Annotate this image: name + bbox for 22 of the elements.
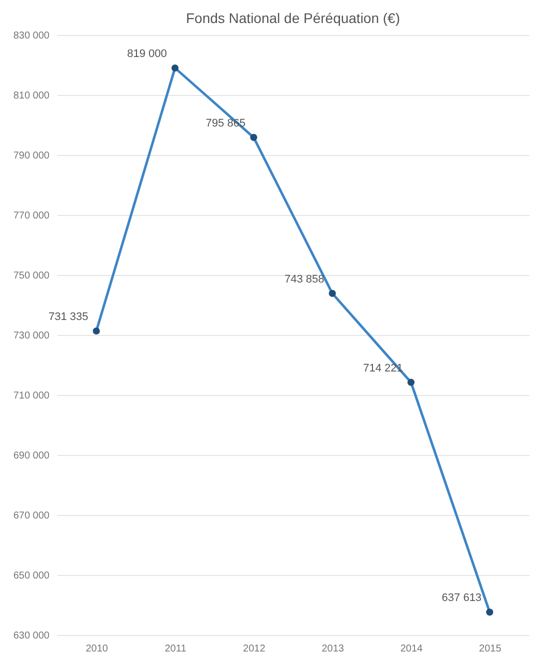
x-tick-label: 2010: [86, 644, 108, 654]
y-tick-label: 630 000: [13, 630, 50, 642]
y-tick-label: 690 000: [13, 450, 50, 462]
y-tick-label: 790 000: [13, 150, 50, 162]
y-tick-label: 750 000: [13, 270, 50, 282]
y-tick-label: 670 000: [13, 510, 50, 522]
x-tick-label: 2011: [164, 644, 187, 654]
chart-title: Fonds National de Péréquation (€): [186, 10, 400, 26]
data-label: 637 613: [442, 592, 482, 604]
y-tick-label: 770 000: [13, 210, 50, 222]
y-tick-label: 830 000: [13, 30, 50, 42]
x-tick-label: 2012: [243, 644, 266, 654]
y-tick-label: 650 000: [13, 570, 50, 582]
x-tick-label: 2013: [322, 644, 344, 654]
y-tick-label: 730 000: [13, 330, 50, 342]
data-label: 731 335: [48, 310, 88, 323]
x-tick-label: 2014: [400, 644, 424, 654]
data-label: 743 858: [284, 273, 324, 286]
y-tick-label: 810 000: [13, 90, 50, 102]
data-label: 819 000: [127, 48, 167, 60]
y-tick-label: 710 000: [13, 390, 50, 402]
x-tick-label: 2015: [479, 644, 502, 654]
